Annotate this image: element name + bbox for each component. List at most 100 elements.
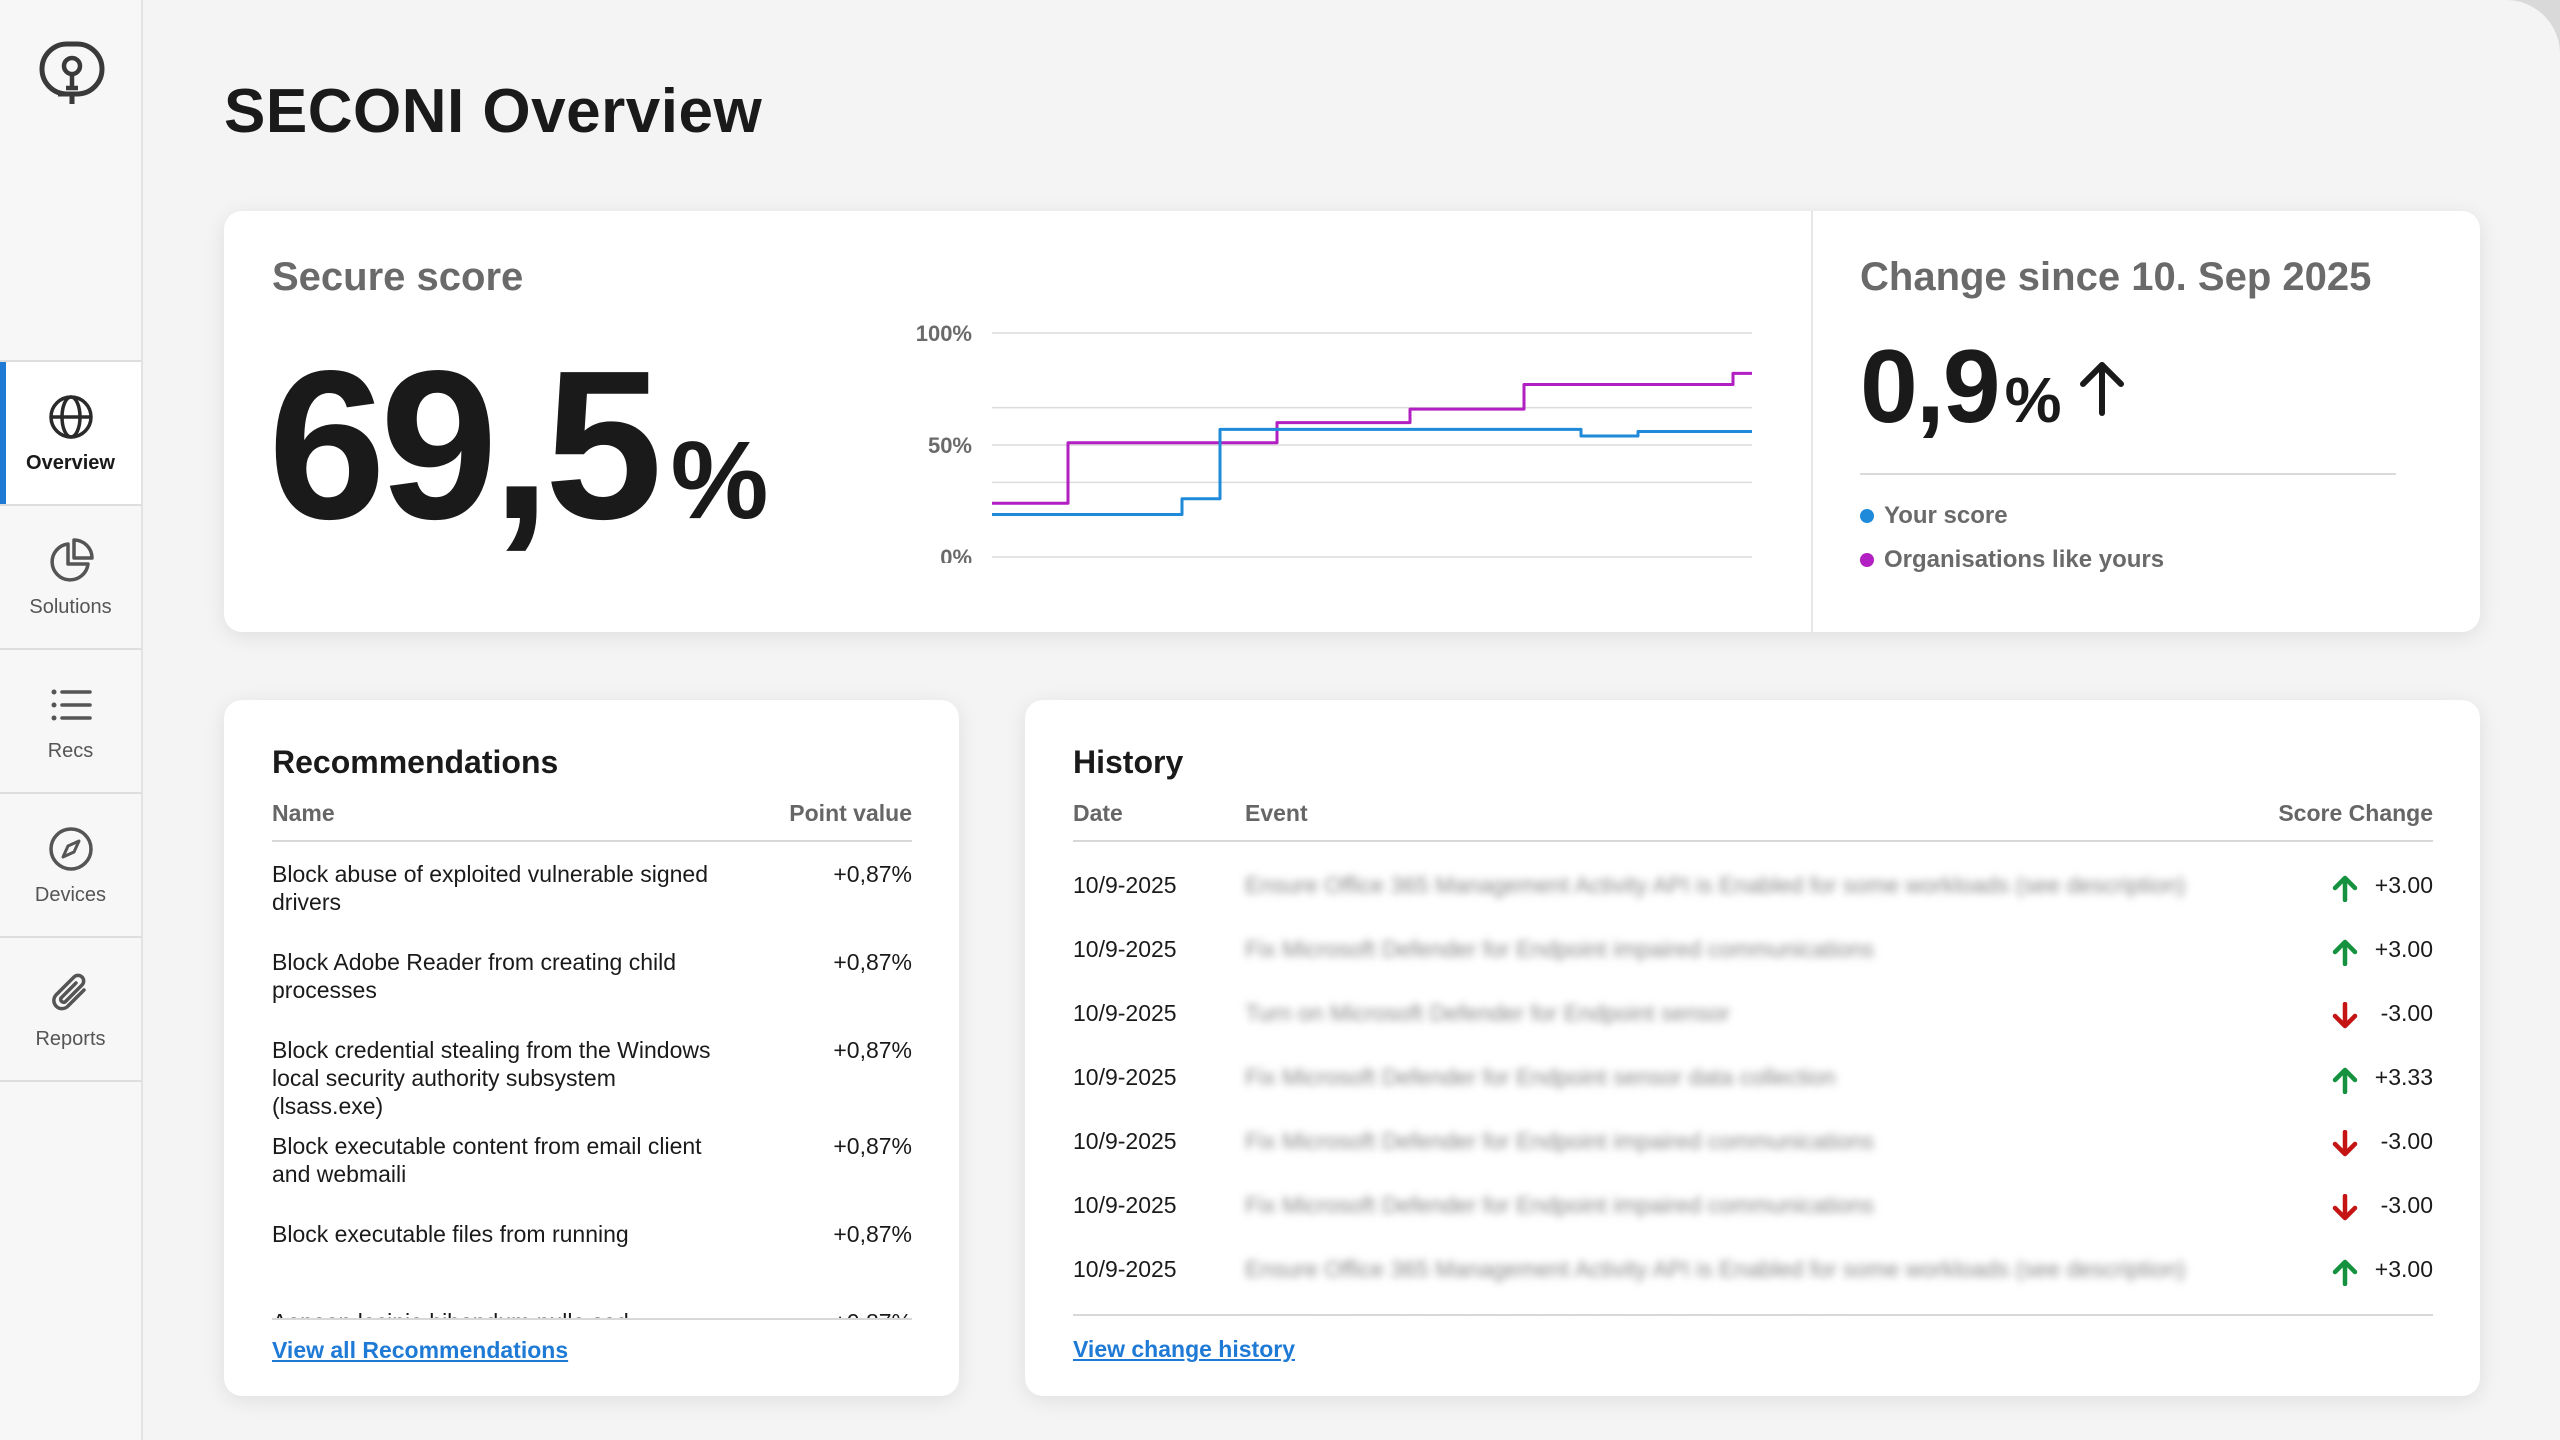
recommendation-name: Block abuse of exploited vulnerable sign… <box>272 861 709 915</box>
compass-icon <box>48 826 93 871</box>
change-title: Change since 10. Sep 2025 <box>1860 255 2372 299</box>
sidebar-item-label: Reports <box>35 1027 106 1050</box>
secure-score-title: Secure score <box>272 255 524 299</box>
history-event: Fix Microsoft Defender for Endpoint impa… <box>1245 1128 1874 1154</box>
score-trend-chart: 100% 50% 0% <box>916 321 1752 563</box>
recommendation-point-value: +0,87% <box>833 1037 912 1063</box>
sidebar-item-recs[interactable]: Recs <box>0 650 141 794</box>
view-all-recommendations-link[interactable]: View all Recommendations <box>272 1337 569 1363</box>
arrow-up-icon <box>2332 939 2358 966</box>
column-header-date: Date <box>1073 800 1123 826</box>
arrow-down-icon <box>2332 1194 2358 1221</box>
y-tick-label: 50% <box>928 433 972 458</box>
sidebar-item-label: Recs <box>47 739 94 762</box>
pie-chart-icon <box>49 537 94 582</box>
recommendation-point-value: +0,87% <box>833 949 912 975</box>
list-item[interactable]: Block executable content from email clie… <box>272 1126 912 1214</box>
history-event: Turn on Microsoft Defender for Endpoint … <box>1245 1000 1730 1026</box>
history-event: Fix Microsoft Defender for Endpoint sens… <box>1245 1064 1836 1090</box>
sidebar-nav: Overview Solutions Recs <box>0 360 141 1082</box>
history-score-change: -3.00 <box>2380 1000 2433 1026</box>
recommendation-point-value: +0,87% <box>833 861 912 887</box>
recommendations-title: Recommendations <box>272 744 559 780</box>
history-date: 10/9-2025 <box>1073 1192 1177 1218</box>
secure-score-card: Secure score 69,5 % 100% 50% 0% Change sin… <box>224 211 2480 632</box>
page-title: SECONI Overview <box>224 77 763 146</box>
history-date: 10/9-2025 <box>1073 936 1177 962</box>
history-score-change: +3.00 <box>2374 936 2433 962</box>
table-row[interactable]: 10/9-2025 Fix Microsoft Defender for Endp… <box>1073 918 2433 982</box>
table-row[interactable]: 10/9-2025 Fix Microsoft Defender for Endp… <box>1073 1046 2433 1110</box>
secure-score-value: 69,5 % <box>268 339 768 579</box>
series-line-your-score <box>992 427 1752 516</box>
legend-item-organisations: Organisations like yours <box>1860 538 2164 582</box>
recommendation-name: Aenean lacinia bibendum nulla sed <box>272 1308 732 1318</box>
change-unit: % <box>2004 364 2062 436</box>
header-divider <box>1073 840 2433 842</box>
table-row[interactable]: 10/9-2025 Ensure Office 365 Management Ac… <box>1073 854 2433 918</box>
legend-dot <box>1860 509 1874 523</box>
sidebar-item-solutions[interactable]: Solutions <box>0 506 141 650</box>
table-row[interactable]: 10/9-2025 Fix Microsoft Defender for Endp… <box>1073 1174 2433 1238</box>
recommendation-name: Block executable content from email clie… <box>272 1133 702 1187</box>
list-icon <box>51 689 92 720</box>
table-row[interactable]: 10/9-2025 Turn on Microsoft Defender for … <box>1073 982 2433 1046</box>
column-header-name: Name <box>272 800 335 826</box>
list-item[interactable]: Block Adobe Reader from creating child p… <box>272 942 912 1030</box>
arrow-down-icon <box>2332 1002 2358 1029</box>
list-item[interactable]: Aenean lacinia bibendum nulla sed +0,87% <box>272 1302 912 1318</box>
view-change-history-link[interactable]: View change history <box>1073 1336 1295 1362</box>
sidebar-item-label: Devices <box>34 883 107 906</box>
list-item[interactable]: Block abuse of exploited vulnerable sign… <box>272 854 912 942</box>
recommendation-name: Block Adobe Reader from creating child p… <box>272 949 676 1003</box>
recommendations-card: Recommendations Name Point value Block a… <box>224 700 959 1396</box>
history-event: Fix Microsoft Defender for Endpoint impa… <box>1245 936 1874 962</box>
history-date: 10/9-2025 <box>1073 1256 1177 1282</box>
chart-legend: Your score Organisations like yours <box>1860 494 2164 582</box>
legend-item-your-score: Your score <box>1860 494 2164 538</box>
recommendation-name: Block executable files from running <box>272 1221 629 1247</box>
legend-dot <box>1860 553 1874 567</box>
table-row[interactable]: 10/9-2025 Ensure Office 365 Management Ac… <box>1073 1238 2433 1302</box>
sidebar-item-reports[interactable]: Reports <box>0 938 141 1082</box>
arrow-up-icon <box>2332 1067 2358 1094</box>
list-item[interactable]: Block credential stealing from the Windo… <box>272 1030 912 1126</box>
arrow-up-icon <box>2332 875 2358 902</box>
recommendations-list[interactable]: Block abuse of exploited vulnerable sign… <box>272 854 912 1318</box>
change-divider <box>1860 473 2396 475</box>
recommendation-point-value: +0,87% <box>833 1308 912 1318</box>
list-item[interactable]: Block executable files from running +0,87… <box>272 1214 912 1302</box>
sidebar-item-overview[interactable]: Overview <box>0 362 141 506</box>
column-header-point-value: Point value <box>789 800 912 826</box>
history-score-change: -3.00 <box>2380 1192 2433 1218</box>
globe-icon <box>48 394 93 439</box>
y-tick-label: 100% <box>916 321 972 346</box>
history-event: Fix Microsoft Defender for Endpoint impa… <box>1245 1192 1874 1218</box>
table-row[interactable]: 10/9-2025 Fix Microsoft Defender for Endp… <box>1073 1110 2433 1174</box>
legend-label: Your score <box>1884 502 2008 529</box>
secure-score-unit: % <box>670 419 769 542</box>
sidebar-item-devices[interactable]: Devices <box>0 794 141 938</box>
history-list[interactable]: 10/9-2025 Ensure Office 365 Management Ac… <box>1073 854 2433 1318</box>
y-tick-label: 0% <box>940 545 972 563</box>
list-bottom-divider <box>1073 1314 2433 1316</box>
history-date: 10/9-2025 <box>1073 872 1177 898</box>
list-bottom-divider <box>272 1318 912 1320</box>
recommendation-point-value: +0,87% <box>833 1133 912 1159</box>
column-header-event: Event <box>1245 800 1308 826</box>
recommendation-point-value: +0,87% <box>833 1221 912 1247</box>
history-date: 10/9-2025 <box>1073 1064 1177 1090</box>
history-score-change: +3.00 <box>2374 1256 2433 1282</box>
arrow-down-icon <box>2332 1130 2358 1157</box>
secure-score-number: 69,5 <box>268 326 663 563</box>
history-score-change: -3.00 <box>2380 1128 2433 1154</box>
logo-icon[interactable] <box>36 38 108 110</box>
sidebar-item-label: Overview <box>26 451 115 474</box>
history-title: History <box>1073 744 1184 780</box>
legend-label: Organisations like yours <box>1884 546 2165 573</box>
arrow-up-icon <box>2080 362 2125 416</box>
history-event: Ensure Office 365 Management Activity AP… <box>1245 1256 2186 1282</box>
change-number: 0,9 <box>1860 329 2001 445</box>
paperclip-icon <box>51 973 86 1010</box>
sidebar: Overview Solutions Recs <box>0 0 143 1440</box>
